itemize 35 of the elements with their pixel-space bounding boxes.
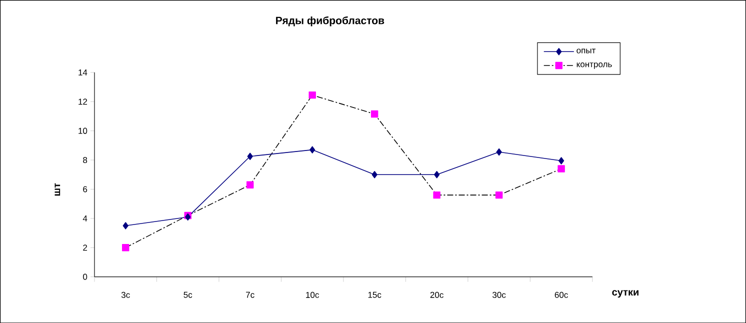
point [310,146,316,154]
legend-label: опыт [576,48,596,54]
point [122,244,130,252]
point [495,191,503,199]
x-tick-label: 7с [246,292,254,298]
point [247,152,253,160]
point [558,157,564,164]
legend-label: контроль [576,62,612,69]
point [433,191,440,199]
x-tick-label: 10с [306,292,319,298]
point [370,110,378,118]
point [308,91,316,99]
y-tick-label: 2 [83,244,88,250]
point [558,165,565,172]
x-axis-title: сутки [612,290,638,298]
y-tick-label: 0 [83,274,88,280]
y-tick-label: 4 [82,215,88,222]
point [434,170,440,178]
x-tick-label: 15с [368,292,382,298]
point [246,181,254,188]
y-tick-label: 8 [83,156,88,163]
x-tick-label: 5с [184,292,192,298]
point [496,148,502,156]
x-tick-label: 3с [121,292,130,298]
y-tick-label: 12 [78,98,88,105]
chart-title: Ряды фибробластов [276,16,384,26]
x-tick-label: 60с [554,292,568,298]
point [122,222,128,230]
y-axis-title: шт [54,183,60,196]
y-tick-label: 10 [78,128,88,134]
point [372,170,378,178]
x-tick-label: 20с [430,292,444,298]
x-tick-label: 30с [492,292,506,298]
y-tick-label: 6 [83,186,88,192]
y-tick-label: 14 [78,69,88,76]
